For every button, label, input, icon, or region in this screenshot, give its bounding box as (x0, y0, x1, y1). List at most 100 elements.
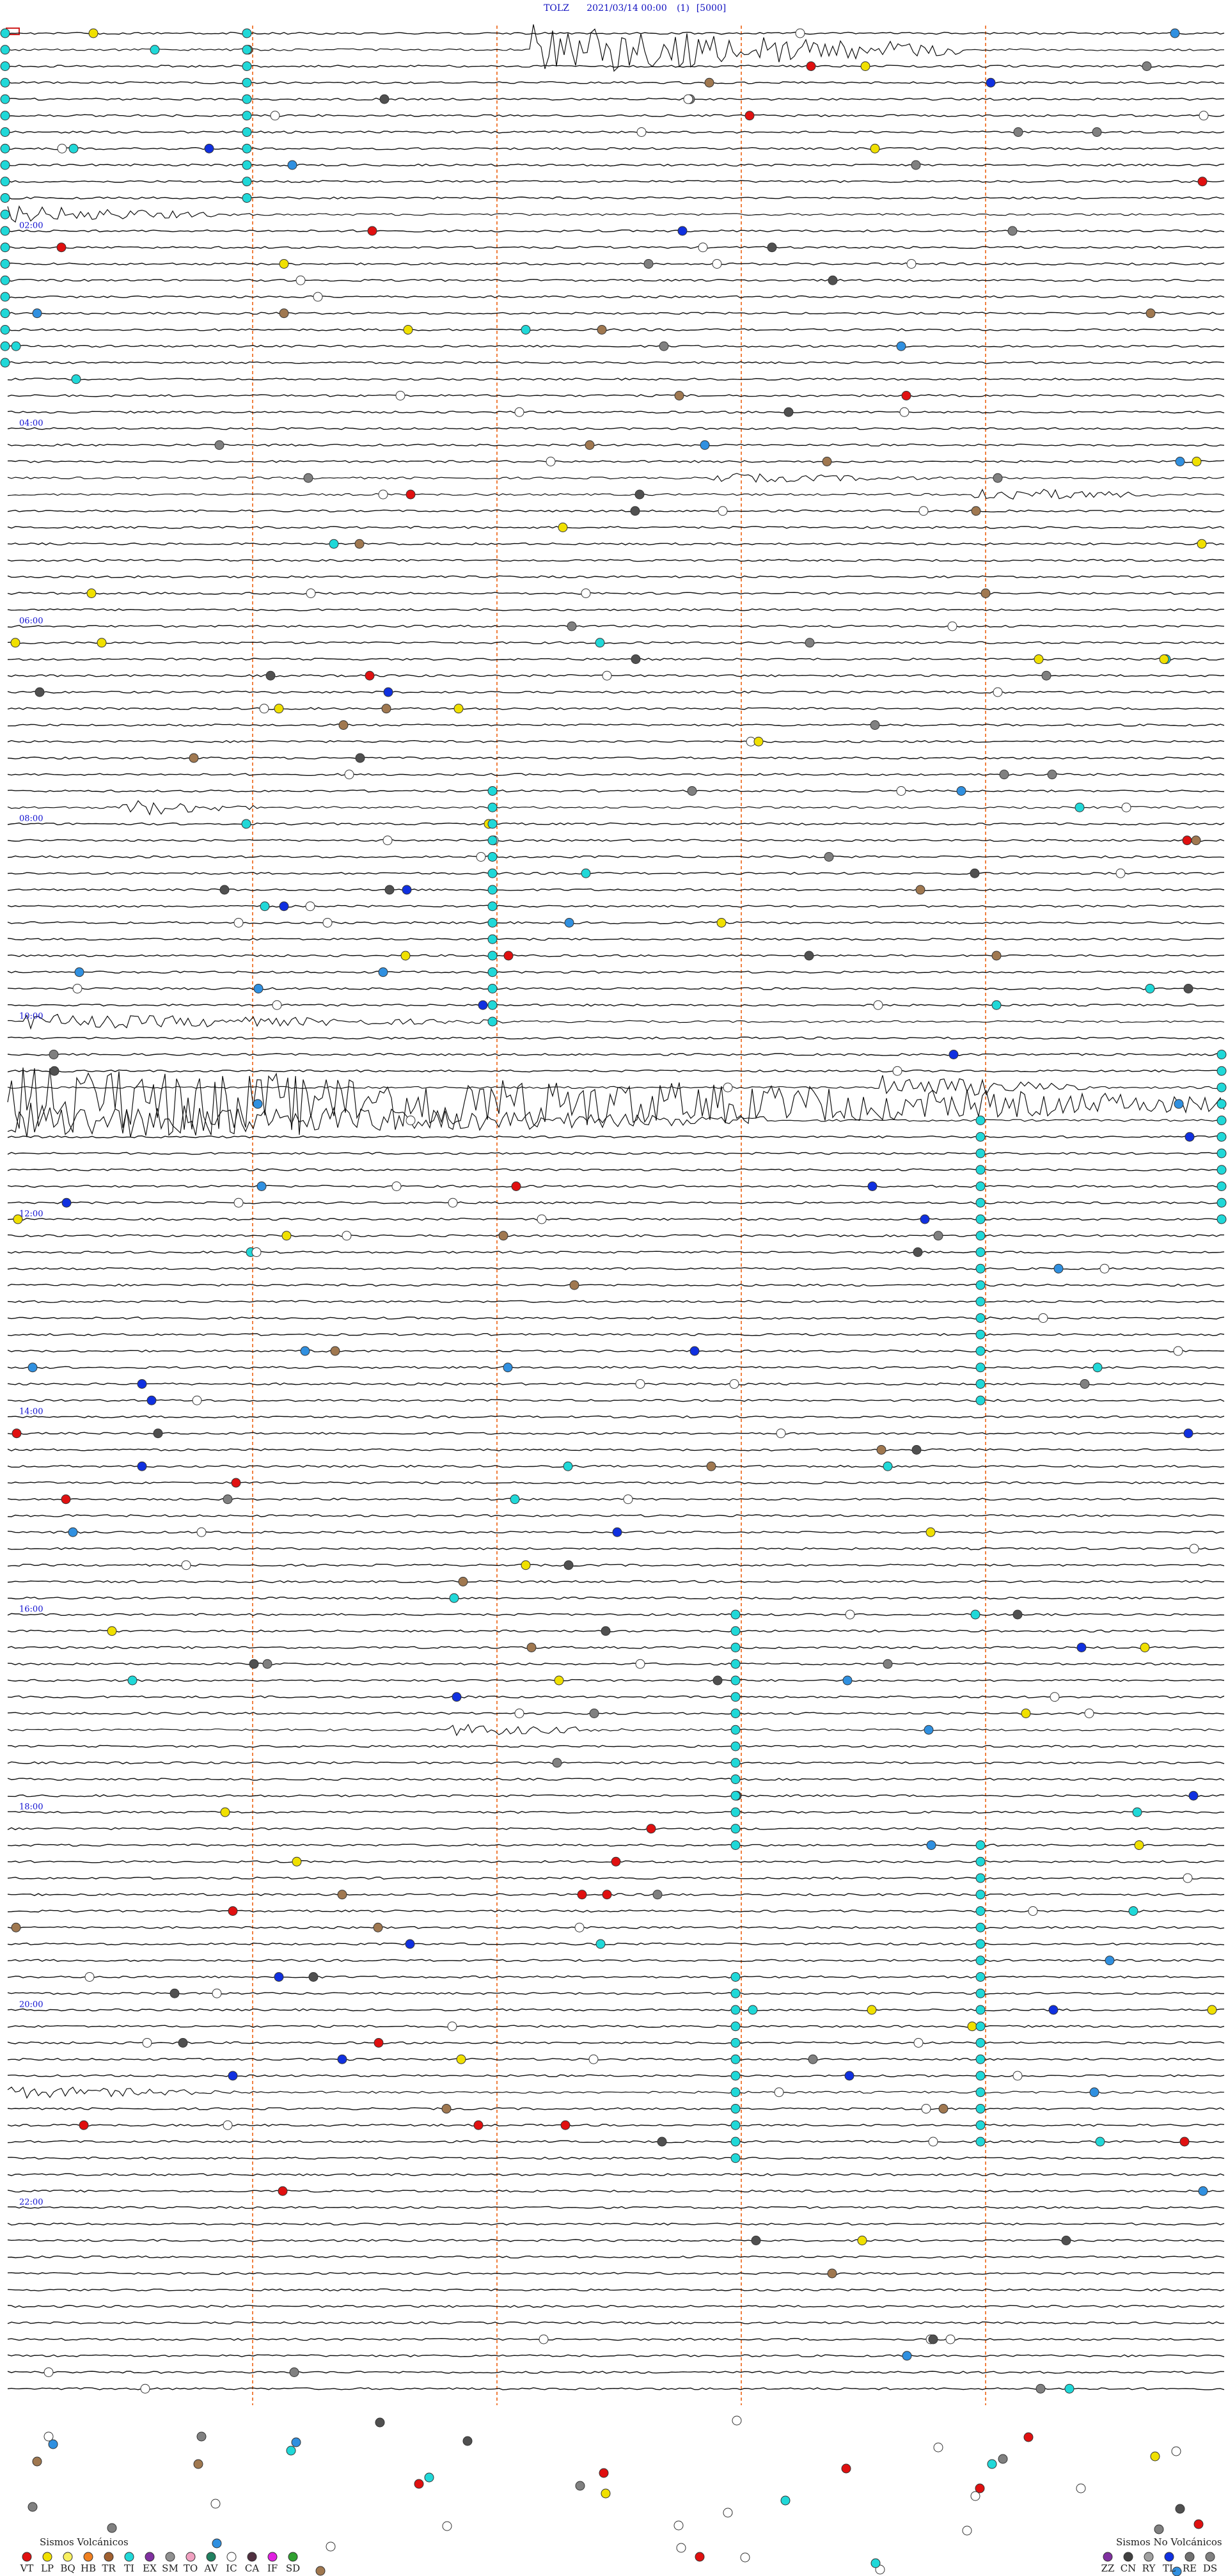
legend-swatch (22, 2552, 32, 2562)
event-mark (806, 61, 816, 71)
event-mark (635, 1659, 645, 1669)
event-mark (10, 638, 20, 648)
trace (8, 1013, 1225, 1030)
event-mark (975, 2483, 985, 2493)
event-mark (242, 160, 252, 170)
event-mark (975, 2005, 986, 2015)
trace (7, 130, 1225, 134)
trace (7, 1580, 1225, 1583)
event-mark (1185, 1132, 1195, 1142)
trace (7, 1332, 1225, 1336)
event-mark (552, 1758, 562, 1768)
event-mark (730, 2087, 741, 2098)
event-mark (1074, 802, 1085, 812)
event-mark (776, 1428, 786, 1439)
event-mark (945, 2334, 956, 2344)
legend-swatch (124, 2552, 134, 2562)
trace (7, 1398, 1225, 1402)
legend-code: RY (1142, 2563, 1156, 2574)
time-label: 14:00 (19, 1407, 43, 1417)
event-mark (597, 325, 607, 335)
event-mark (975, 1395, 986, 1405)
event-mark (228, 2071, 238, 2081)
event-mark (860, 61, 870, 71)
trace (7, 180, 1225, 184)
trace (7, 558, 1225, 562)
trace (7, 205, 1225, 223)
trace (7, 1695, 1225, 1699)
event-mark (867, 2005, 877, 2015)
trace (7, 1876, 1225, 1880)
event-mark (0, 358, 10, 368)
event-mark (43, 2431, 54, 2442)
event-mark (49, 1066, 59, 1076)
event-mark (975, 1329, 986, 1339)
event-mark (326, 2541, 336, 2552)
event-mark (962, 2525, 972, 2536)
event-mark (0, 45, 10, 55)
event-mark (510, 1494, 520, 1505)
event-mark (588, 2054, 599, 2064)
legend-title: Sismos No Volcánicos (1116, 2536, 1222, 2548)
event-mark (730, 2137, 741, 2147)
event-mark (0, 28, 10, 38)
event-mark (79, 2120, 89, 2130)
event-mark (487, 786, 498, 796)
event-mark (767, 242, 777, 253)
event-mark (723, 2508, 733, 2518)
event-mark (449, 1593, 459, 1603)
event-mark (780, 2495, 791, 2506)
event-mark (0, 275, 10, 285)
event-mark (487, 934, 498, 944)
trace (7, 146, 1225, 150)
trace (7, 394, 1225, 397)
event-mark (274, 1972, 284, 1982)
event-mark (1191, 835, 1201, 846)
event-mark (730, 1790, 741, 1801)
event-mark (291, 2437, 301, 2447)
event-mark (97, 638, 107, 648)
trace (7, 1679, 1225, 1682)
event-mark (845, 1609, 855, 1620)
legend-code: SD (286, 2563, 300, 2574)
event-mark (265, 670, 276, 681)
event-mark (695, 2552, 705, 2562)
trace (7, 1629, 1225, 1633)
event-mark (375, 2417, 385, 2428)
legend-swatch (42, 2552, 52, 2562)
trace (7, 488, 1225, 500)
trace (7, 1201, 1225, 1205)
event-mark (308, 1972, 319, 1982)
trace (7, 2239, 1225, 2242)
event-mark (1050, 1692, 1060, 1702)
event-mark (595, 638, 605, 648)
event-mark (1061, 2236, 1071, 2245)
event-mark (844, 2071, 854, 2081)
event-mark (730, 2038, 741, 2048)
event-mark (975, 1363, 986, 1373)
trace (7, 1942, 1225, 1946)
event-mark (998, 2454, 1008, 2464)
event-mark (330, 1346, 340, 1356)
event-mark (657, 2137, 667, 2147)
event-mark (169, 1988, 180, 1998)
event-mark (137, 1379, 147, 1389)
event-mark (611, 1856, 621, 1867)
event-mark (286, 2446, 296, 2456)
legend-swatch (1144, 2552, 1154, 2562)
trace (7, 229, 1225, 233)
event-mark (279, 901, 289, 912)
event-mark (975, 1247, 986, 1257)
event-mark (730, 1659, 741, 1669)
event-mark (683, 94, 693, 104)
event-mark (462, 2436, 473, 2446)
event-mark (730, 1807, 741, 1817)
event-mark (1192, 457, 1202, 466)
event-mark (867, 1181, 878, 1191)
event-mark (595, 1939, 606, 1949)
event-mark (730, 1725, 741, 1735)
trace (7, 312, 1225, 315)
time-label: 16:00 (19, 1605, 43, 1615)
event-mark (643, 259, 654, 269)
trace (7, 2305, 1225, 2308)
